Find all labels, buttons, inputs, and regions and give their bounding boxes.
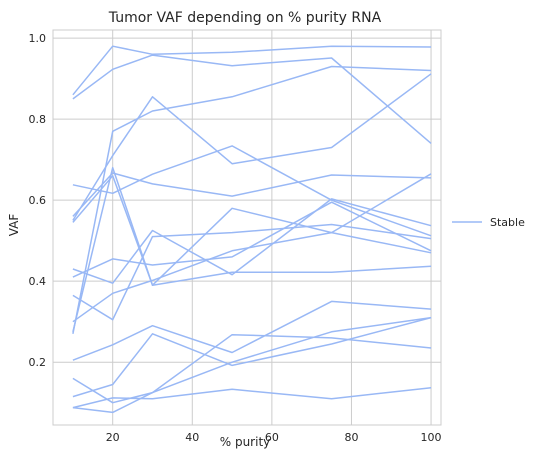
x-tick-label: 80 <box>344 431 358 444</box>
y-tick-label: 0.2 <box>29 356 47 369</box>
series-lines <box>72 45 432 414</box>
y-tick-label: 0.8 <box>29 113 47 126</box>
series-line-13 <box>72 300 432 361</box>
y-axis-label: VAF <box>7 214 21 237</box>
legend: Stable <box>452 216 525 229</box>
x-tick-label: 100 <box>421 431 442 444</box>
series-line-17 <box>72 316 432 414</box>
y-tick-label: 0.4 <box>29 275 47 288</box>
series-line-15 <box>72 333 432 404</box>
series-line-9 <box>72 223 432 321</box>
chart-title: Tumor VAF depending on % purity RNA <box>108 10 382 26</box>
x-axis-label: % purity <box>220 435 271 449</box>
series-line-8 <box>72 198 432 284</box>
series-line-1 <box>72 45 432 96</box>
y-tick-label: 1.0 <box>29 32 47 45</box>
x-tick-labels: 20 40 60 80 100 <box>106 431 442 444</box>
x-tick-label: 40 <box>185 431 199 444</box>
series-line-2 <box>72 54 432 144</box>
legend-label-stable: Stable <box>490 216 525 229</box>
x-tick-label: 20 <box>106 431 120 444</box>
series-line-10 <box>72 201 432 278</box>
series-line-4 <box>72 73 432 221</box>
series-line-12 <box>72 231 432 323</box>
series-line-16 <box>72 386 432 409</box>
y-tick-labels: 0.2 0.4 0.6 0.8 1.0 <box>29 32 47 369</box>
y-tick-label: 0.6 <box>29 194 47 207</box>
x-tick-label: 60 <box>265 431 279 444</box>
series-line-6 <box>72 172 432 217</box>
series-line-7 <box>72 166 432 332</box>
plot-area <box>52 29 442 426</box>
series-line-11 <box>72 175 432 286</box>
